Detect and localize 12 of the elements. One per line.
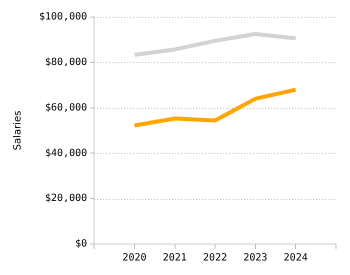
y-axis-title: Salaries xyxy=(12,110,24,150)
y-tick-label: $20,000 xyxy=(45,193,88,204)
x-tick-label: 2020 xyxy=(122,252,147,264)
y-tick-label: $40,000 xyxy=(45,148,88,159)
y-tick-label: $100,000 xyxy=(38,12,88,23)
y-tick-label: $0 xyxy=(75,238,88,250)
x-tick-label: 2022 xyxy=(203,252,228,264)
x-tick-label: 2021 xyxy=(162,252,187,264)
x-tick-label: 2023 xyxy=(243,252,268,264)
y-tick-label: $60,000 xyxy=(45,102,88,114)
x-tick-label: 2024 xyxy=(284,252,308,264)
y-tick-label: $80,000 xyxy=(45,56,88,68)
